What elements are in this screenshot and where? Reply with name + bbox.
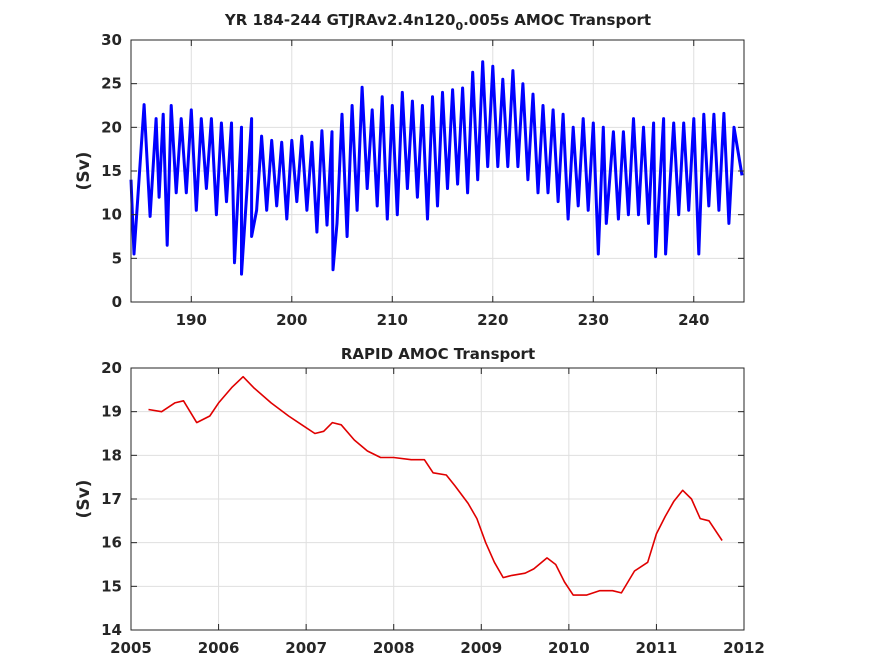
bottom-panel: RAPID AMOC Transport 2005 2006 2007 2008 200… xyxy=(74,345,765,656)
top-title-main: YR 184-244 GTJRAv2.4n120 xyxy=(224,11,456,29)
top-x-tick-label: 200 xyxy=(276,311,307,329)
top-panel: YR 184-244 GTJRAv2.4n1200.005s AMOC Tran… xyxy=(74,11,745,329)
top-y-tick-label: 30 xyxy=(101,31,122,49)
top-ticks: 190 200 210 220 230 240 0 5 10 15 20 25 30 xyxy=(101,31,744,329)
bottom-y-axis-label: (Sv) xyxy=(74,480,94,519)
top-x-tick-label: 190 xyxy=(176,311,207,329)
top-y-tick-label: 15 xyxy=(101,162,122,180)
top-y-tick-label: 20 xyxy=(101,118,122,136)
bottom-x-tick-label: 2007 xyxy=(285,639,327,656)
bottom-series-group xyxy=(148,375,723,596)
bottom-y-tick-label: 17 xyxy=(101,490,122,508)
top-series-line xyxy=(129,60,744,276)
top-x-tick-label: 240 xyxy=(678,311,709,329)
top-y-tick-label: 5 xyxy=(112,249,122,267)
bottom-y-tick-label: 18 xyxy=(101,446,122,464)
top-title-subscript: 0 xyxy=(455,20,463,33)
bottom-x-tick-label: 2011 xyxy=(636,639,678,656)
bottom-y-tick-label: 15 xyxy=(101,577,122,595)
top-y-tick-label: 10 xyxy=(101,206,122,224)
bottom-series-line xyxy=(148,375,723,596)
bottom-y-tick-label: 20 xyxy=(101,359,122,377)
bottom-gridlines xyxy=(131,368,744,630)
bottom-x-tick-label: 2012 xyxy=(723,639,765,656)
top-chart-title: YR 184-244 GTJRAv2.4n1200.005s AMOC Tran… xyxy=(224,11,651,33)
top-series-group xyxy=(129,60,744,276)
top-x-tick-label: 220 xyxy=(477,311,508,329)
top-y-axis-label: (Sv) xyxy=(74,152,94,191)
top-x-tick-label: 210 xyxy=(377,311,408,329)
bottom-y-tick-label: 16 xyxy=(101,534,122,552)
top-y-tick-label: 0 xyxy=(112,293,122,311)
bottom-x-tick-label: 2008 xyxy=(373,639,415,656)
top-x-tick-label: 230 xyxy=(578,311,609,329)
top-y-tick-label: 25 xyxy=(101,75,122,93)
bottom-x-tick-label: 2009 xyxy=(460,639,502,656)
bottom-x-tick-label: 2005 xyxy=(110,639,152,656)
bottom-y-tick-label: 14 xyxy=(101,621,122,639)
bottom-x-tick-label: 2006 xyxy=(198,639,240,656)
bottom-chart-title: RAPID AMOC Transport xyxy=(341,345,535,363)
bottom-x-tick-label: 2010 xyxy=(548,639,590,656)
top-title-tail: .005s AMOC Transport xyxy=(463,11,651,29)
bottom-ticks: 2005 2006 2007 2008 2009 2010 2011 2012 14 15 16 17… xyxy=(101,359,765,656)
bottom-y-tick-label: 19 xyxy=(101,403,122,421)
